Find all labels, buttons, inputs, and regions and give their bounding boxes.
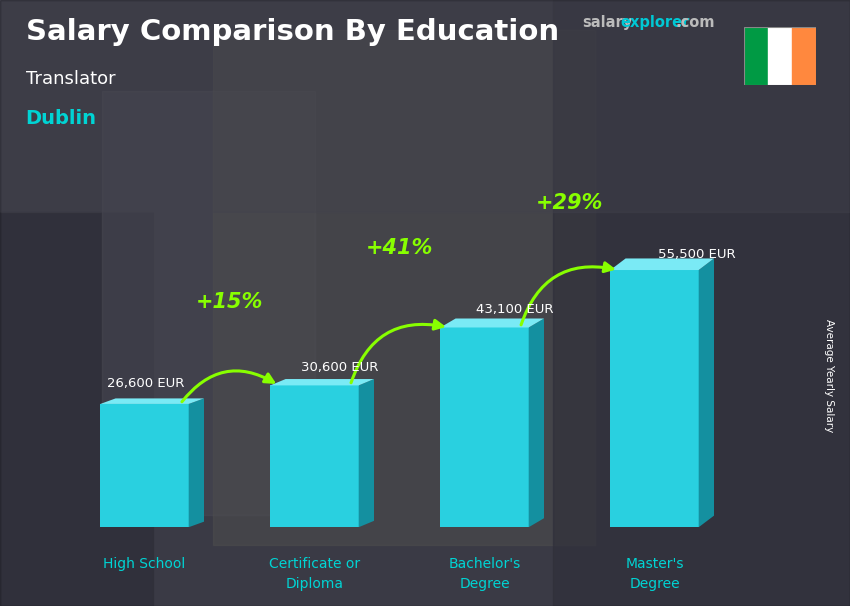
Text: Translator: Translator (26, 70, 115, 88)
FancyArrowPatch shape (182, 371, 274, 402)
Polygon shape (610, 258, 714, 270)
Bar (744, 27, 768, 85)
Text: 55,500 EUR: 55,500 EUR (658, 248, 735, 261)
Polygon shape (100, 398, 204, 404)
Text: 43,100 EUR: 43,100 EUR (476, 303, 553, 316)
Text: Average Yearly Salary: Average Yearly Salary (824, 319, 834, 432)
FancyArrowPatch shape (521, 263, 613, 325)
Text: Certificate or
Diploma: Certificate or Diploma (269, 558, 360, 591)
Bar (0, 212, 153, 606)
FancyArrowPatch shape (351, 321, 443, 383)
Polygon shape (440, 327, 529, 527)
Text: +41%: +41% (366, 238, 434, 258)
Text: 30,600 EUR: 30,600 EUR (301, 361, 378, 374)
Polygon shape (270, 385, 359, 527)
Text: +15%: +15% (196, 291, 264, 311)
Polygon shape (189, 398, 204, 527)
Text: Bachelor's
Degree: Bachelor's Degree (448, 558, 520, 591)
Polygon shape (529, 319, 544, 527)
Polygon shape (699, 258, 714, 527)
Polygon shape (610, 270, 699, 527)
Bar (102, 91, 314, 515)
Bar (0, 0, 850, 212)
Text: 26,600 EUR: 26,600 EUR (107, 377, 184, 390)
Bar (792, 27, 816, 85)
Text: High School: High School (104, 558, 185, 571)
Polygon shape (270, 379, 374, 385)
Text: Dublin: Dublin (26, 109, 97, 128)
Text: salary: salary (582, 15, 632, 30)
Bar (552, 0, 850, 606)
Text: Master's
Degree: Master's Degree (626, 558, 683, 591)
Polygon shape (100, 404, 189, 527)
Polygon shape (359, 379, 374, 527)
Text: Salary Comparison By Education: Salary Comparison By Education (26, 18, 558, 46)
Text: explorer: explorer (620, 15, 690, 30)
Polygon shape (440, 319, 544, 327)
Bar (212, 30, 595, 545)
Text: +29%: +29% (536, 193, 604, 213)
Bar (768, 27, 792, 85)
Text: .com: .com (676, 15, 715, 30)
